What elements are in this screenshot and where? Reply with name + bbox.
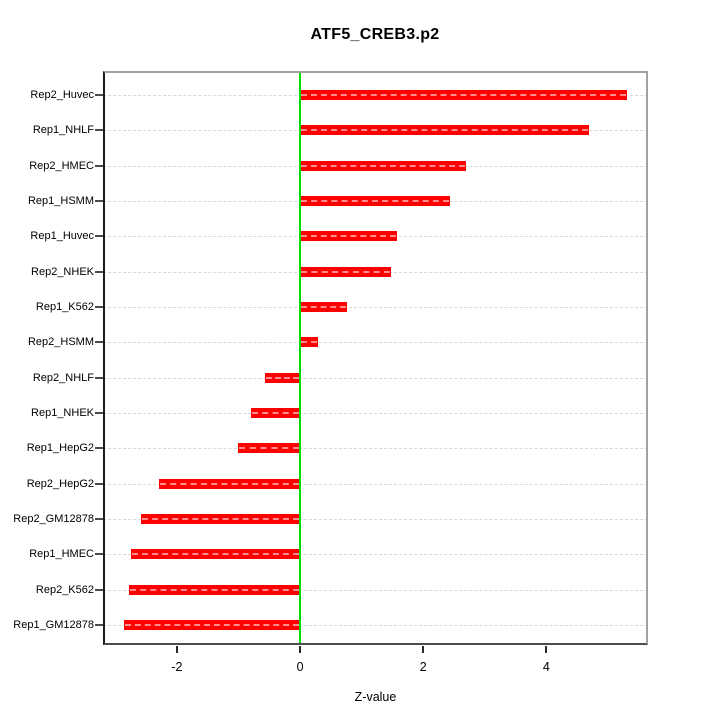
y-axis-label-Rep1_K562: Rep1_K562 (35, 300, 94, 313)
row-gridline (103, 483, 648, 485)
x-axis-tick-label: 0 (296, 660, 304, 674)
bar-dash-pattern (124, 623, 300, 626)
bar-dash-pattern (130, 588, 300, 591)
y-axis-label-Rep1_NHLF: Rep1_NHLF (32, 124, 94, 137)
row-gridline (103, 448, 648, 450)
chart-title: ATF5_CREB3.p2 (310, 26, 440, 43)
bar-dash-pattern (160, 482, 300, 485)
zero-line (299, 71, 302, 645)
bar-Rep2_HepG2 (159, 478, 301, 489)
bar-Rep2_NHEK (300, 266, 392, 277)
bar-dash-pattern (141, 517, 300, 520)
bar-Rep1_GM12878 (123, 619, 301, 630)
bar-Rep2_GM12878 (140, 513, 301, 524)
bar-dash-pattern (301, 270, 391, 273)
bar-dash-pattern (132, 553, 300, 556)
bar-Rep2_HMEC (300, 160, 466, 171)
bar-Rep1_Huvec (300, 231, 397, 242)
bar-dash-pattern (301, 129, 588, 132)
bar-dash-pattern (301, 199, 449, 202)
x-axis-tick-label: 4 (542, 660, 550, 674)
y-axis-label-Rep1_HepG2: Rep1_HepG2 (26, 442, 94, 455)
y-axis-tick (95, 305, 103, 308)
row-gridline (103, 518, 648, 520)
y-axis-tick (95, 553, 103, 556)
y-axis-tick (95, 235, 103, 238)
y-axis-tick (95, 482, 103, 485)
bar-Rep2_HSMM (300, 337, 318, 348)
bar-Rep2_K562 (129, 584, 301, 595)
bar-Rep1_K562 (300, 301, 348, 312)
row-gridline (103, 306, 648, 308)
y-axis-label-Rep1_NHEK: Rep1_NHEK (31, 406, 94, 419)
bar-Rep1_NHEK (251, 407, 301, 418)
y-axis-label-Rep2_GM12878: Rep2_GM12878 (13, 512, 94, 525)
y-axis-tick (95, 588, 103, 591)
y-axis-label-Rep1_GM12878: Rep1_GM12878 (13, 618, 94, 631)
bar-Rep1_HMEC (131, 549, 301, 560)
bar-Rep1_NHLF (300, 125, 589, 136)
bar-dash-pattern (301, 341, 317, 344)
y-axis-label-Rep2_HSMM: Rep2_HSMM (27, 336, 94, 349)
bar-dash-pattern (301, 94, 627, 96)
y-axis-tick (95, 199, 103, 202)
y-axis-tick (95, 447, 103, 450)
bar-dash-pattern (301, 235, 396, 238)
y-axis-tick (95, 94, 103, 96)
row-gridline (103, 377, 648, 379)
y-axis-label-Rep2_NHLF: Rep2_NHLF (32, 371, 94, 384)
y-axis-label-Rep2_HepG2: Rep2_HepG2 (26, 477, 94, 490)
bar-Rep1_HSMM (300, 195, 450, 206)
row-gridline (103, 554, 648, 556)
x-axis-tick (299, 646, 302, 653)
x-axis-tick-label: -2 (171, 660, 183, 674)
y-axis-label-Rep1_HMEC: Rep1_HMEC (29, 548, 94, 561)
y-axis-label-Rep2_NHEK: Rep2_NHEK (31, 265, 94, 278)
bar-dash-pattern (238, 447, 300, 450)
y-axis-label-Rep1_Huvec: Rep1_Huvec (30, 230, 94, 243)
y-axis-tick (95, 129, 103, 132)
bar-Rep2_Huvec (300, 90, 628, 100)
y-axis-label-Rep2_Huvec: Rep2_Huvec (30, 89, 94, 101)
y-axis-label-Rep2_K562: Rep2_K562 (35, 583, 94, 596)
y-axis-tick (95, 376, 103, 379)
bar-Rep2_NHLF (264, 372, 301, 383)
bar-dash-pattern (265, 376, 300, 379)
y-axis-tick (95, 164, 103, 167)
x-axis-tick (545, 646, 548, 653)
x-axis-label: Z-value (354, 690, 397, 704)
bar-dash-pattern (301, 164, 465, 167)
x-axis-tick-label: 2 (419, 660, 427, 674)
y-axis-label-Rep2_HMEC: Rep2_HMEC (29, 159, 94, 172)
x-axis-tick (422, 646, 425, 653)
plot-area (103, 71, 648, 645)
y-axis-tick (95, 623, 103, 626)
y-axis-tick (95, 341, 103, 344)
y-axis-label-Rep1_HSMM: Rep1_HSMM (27, 194, 94, 207)
y-axis-tick (95, 270, 103, 273)
row-gridline (103, 624, 648, 626)
y-axis-tick (95, 411, 103, 414)
y-axis-tick (95, 517, 103, 520)
x-axis-tick (175, 646, 178, 653)
row-gridline (103, 589, 648, 591)
bar-dash-pattern (252, 411, 300, 414)
row-gridline (103, 342, 648, 344)
bar-Rep1_HepG2 (237, 443, 301, 454)
bar-dash-pattern (301, 305, 347, 308)
row-gridline (103, 412, 648, 414)
